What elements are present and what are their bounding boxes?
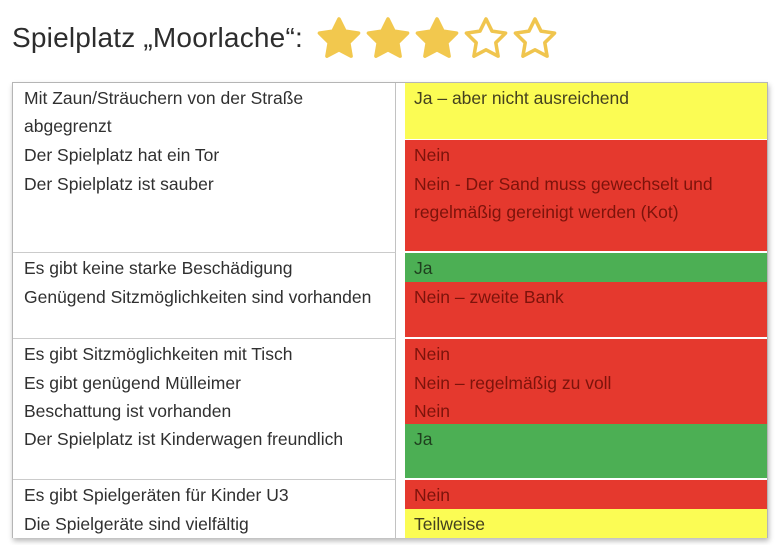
criterion-value: Nein <box>405 140 767 169</box>
star-icon <box>317 16 361 58</box>
header: Spielplatz „Moorlache“: <box>12 8 770 68</box>
table-row: Genügend Sitzmöglichkeiten sind vorhande… <box>13 282 767 339</box>
criterion-value-cell: Nein <box>396 140 767 171</box>
criterion-value: Ja <box>405 253 767 282</box>
criterion-value: Ja – aber nicht ausreichend <box>405 83 767 139</box>
table-row: Der Spielplatz hat ein Tor Nein <box>13 140 767 171</box>
table-row: Es gibt Sitzmöglichkeiten mit Tisch Nein <box>13 339 767 370</box>
criterion-label: Genügend Sitzmöglichkeiten sind vorhande… <box>13 282 396 339</box>
star-icon <box>513 16 557 58</box>
criterion-value: Nein <box>405 339 767 368</box>
rating-table: Mit Zaun/Sträuchern von der Straße abgeg… <box>12 82 768 538</box>
page-title: Spielplatz „Moorlache“: <box>12 22 303 53</box>
criterion-label: Der Spielplatz hat ein Tor <box>13 140 396 171</box>
table-row: Es gibt keine starke Beschädigung Ja <box>13 253 767 284</box>
criterion-value-cell: Nein <box>396 480 767 511</box>
criterion-value: Nein <box>405 396 767 425</box>
table-row: Der Spielplatz ist sauber Nein - Der San… <box>13 169 767 253</box>
criterion-value-cell: Nein – regelmäßig zu voll <box>396 368 767 399</box>
star-icon <box>464 16 508 58</box>
table-row: Es gibt Spielgeräten für Kinder U3 Nein <box>13 480 767 511</box>
criterion-label: Es gibt genügend Mülleimer <box>13 368 396 399</box>
criterion-value: Nein – regelmäßig zu voll <box>405 368 767 397</box>
criterion-value-cell: Nein - Der Sand muss gewechselt und rege… <box>396 169 767 253</box>
criterion-label: Mit Zaun/Sträuchern von der Straße abgeg… <box>13 83 396 141</box>
table-row: Es gibt genügend Mülleimer Nein – regelm… <box>13 368 767 399</box>
criterion-value: Ja <box>405 424 767 478</box>
criterion-label: Der Spielplatz ist Kinderwagen freundlic… <box>13 424 396 480</box>
table-row: Mit Zaun/Sträuchern von der Straße abgeg… <box>13 83 767 141</box>
criterion-value-cell: Ja – aber nicht ausreichend <box>396 83 767 141</box>
table-row: Der Spielplatz ist Kinderwagen freundlic… <box>13 424 767 480</box>
criterion-value: Nein - Der Sand muss gewechselt und rege… <box>405 169 767 251</box>
criterion-label: Es gibt Sitzmöglichkeiten mit Tisch <box>13 339 396 370</box>
table-row: Die Spielgeräte sind vielfältig Teilweis… <box>13 509 767 538</box>
criterion-value-cell: Ja <box>396 424 767 480</box>
criterion-value-cell: Nein – zweite Bank <box>396 282 767 339</box>
criterion-label: Es gibt Spielgeräten für Kinder U3 <box>13 480 396 511</box>
criterion-label: Der Spielplatz ist sauber <box>13 169 396 253</box>
criterion-value-cell: Nein <box>396 339 767 370</box>
criterion-value: Nein <box>405 480 767 509</box>
criterion-label: Die Spielgeräte sind vielfältig <box>13 509 396 538</box>
criterion-value-cell: Teilweise <box>396 509 767 538</box>
table-row: Beschattung ist vorhanden Nein <box>13 396 767 427</box>
rating-stars <box>315 15 559 62</box>
star-icon <box>415 16 459 58</box>
criterion-value: Nein – zweite Bank <box>405 282 767 337</box>
criterion-value-cell: Ja <box>396 253 767 284</box>
criterion-label: Es gibt keine starke Beschädigung <box>13 253 396 284</box>
star-icon <box>366 16 410 58</box>
criterion-label: Beschattung ist vorhanden <box>13 396 396 427</box>
criterion-value: Teilweise <box>405 509 767 538</box>
criterion-value-cell: Nein <box>396 396 767 427</box>
